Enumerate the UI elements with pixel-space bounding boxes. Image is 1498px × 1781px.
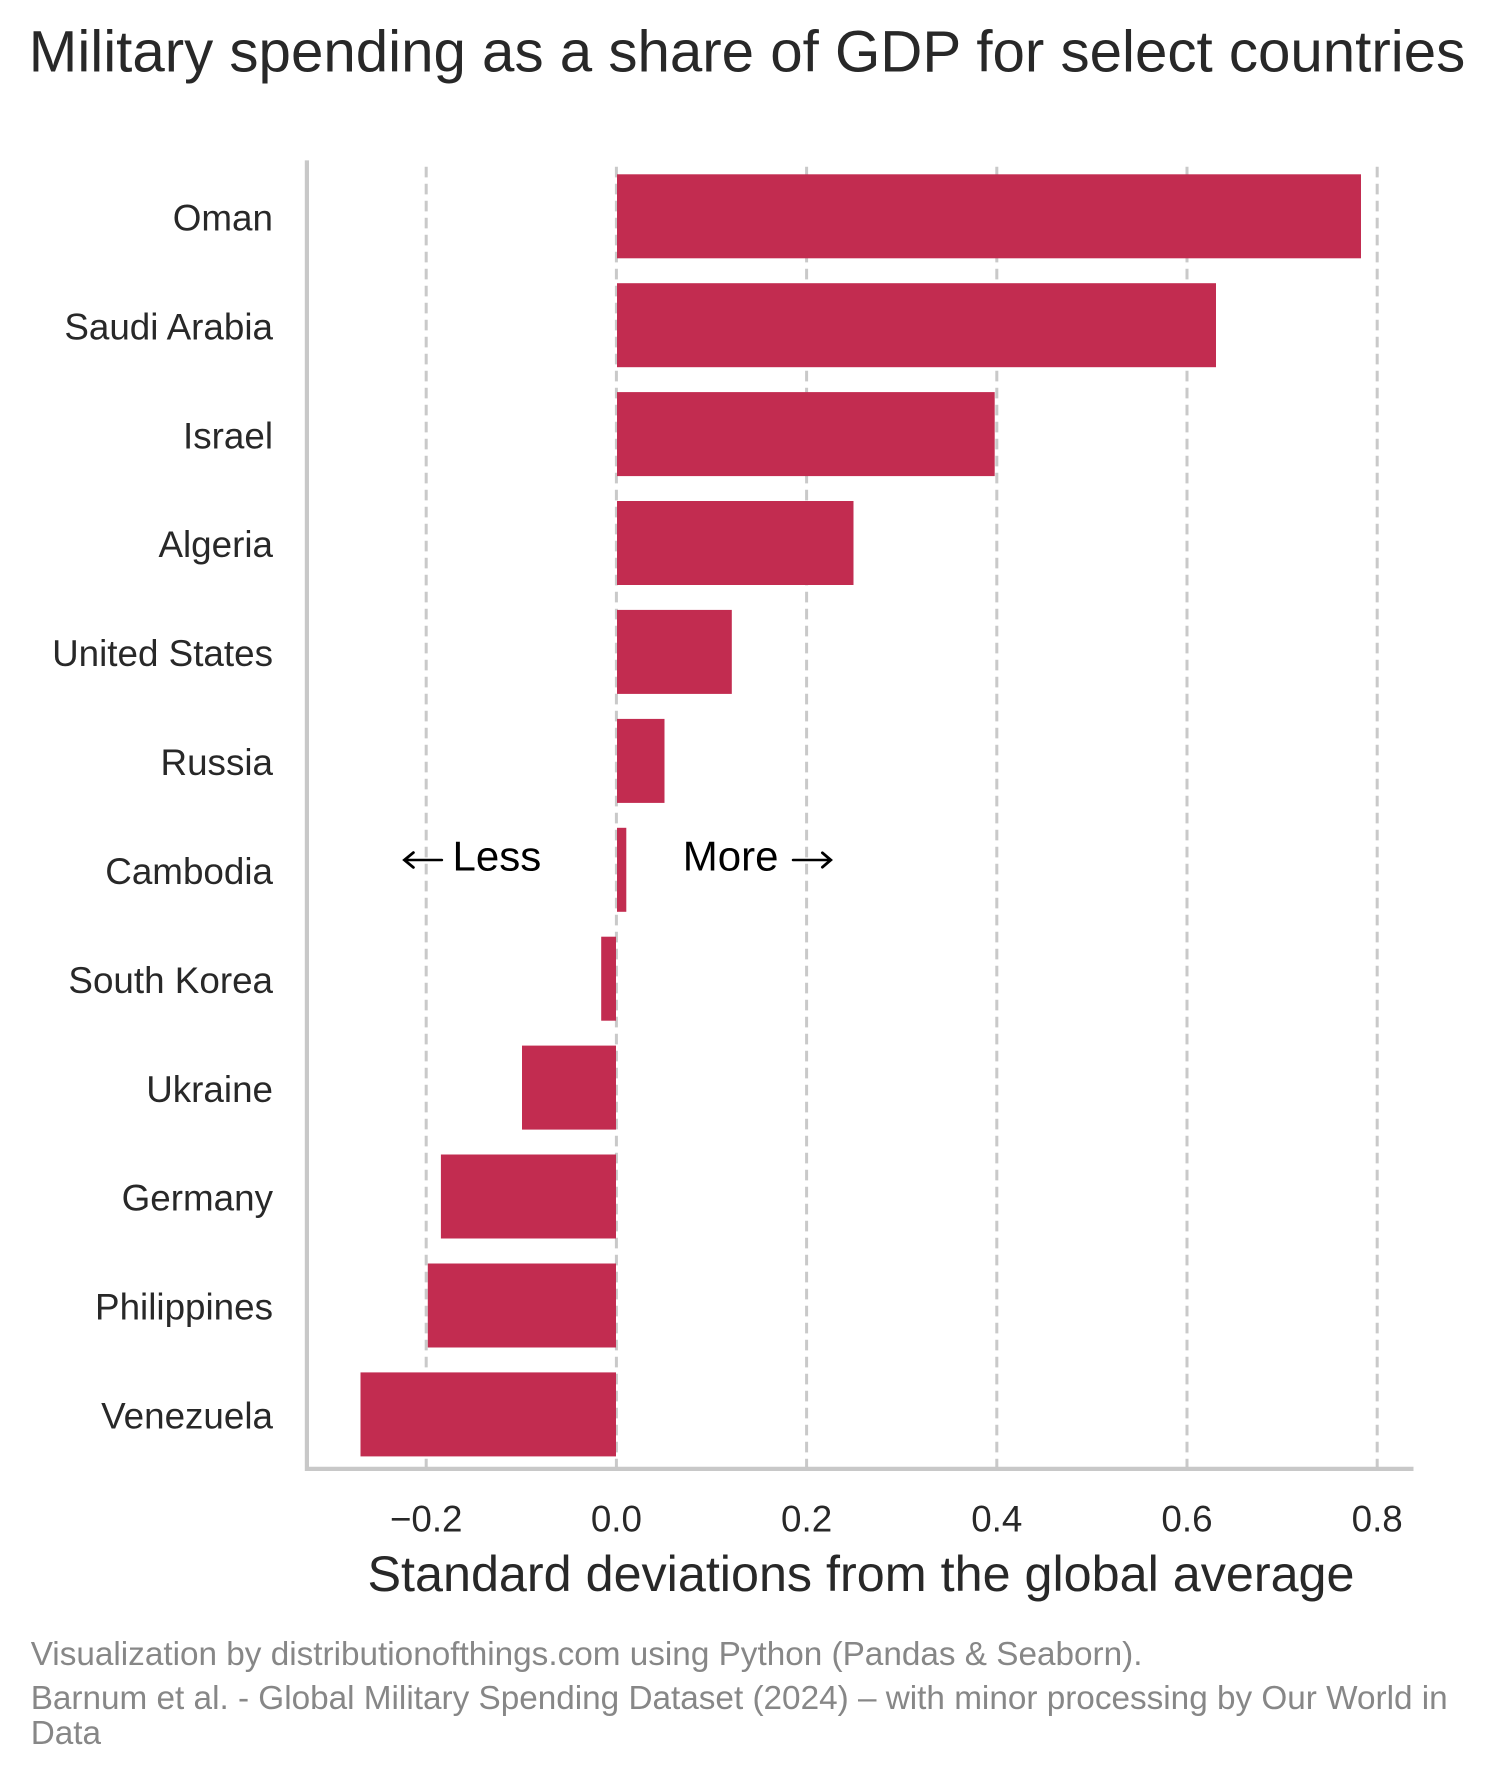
svg-text:Less: Less [453, 833, 542, 880]
svg-text:Saudi Arabia: Saudi Arabia [64, 306, 273, 347]
svg-text:Military spending as a share o: Military spending as a share of GDP for … [29, 20, 1465, 85]
svg-text:Germany: Germany [122, 1178, 274, 1219]
svg-text:United States: United States [52, 633, 273, 674]
svg-text:Algeria: Algeria [158, 524, 273, 565]
svg-text:More: More [683, 833, 779, 880]
svg-text:South Korea: South Korea [68, 960, 273, 1001]
svg-text:Israel: Israel [183, 415, 273, 456]
svg-text:Philippines: Philippines [95, 1287, 273, 1328]
svg-text:Oman: Oman [173, 198, 273, 239]
svg-text:Visualization by distributiono: Visualization by distributionofthings.co… [31, 1636, 1143, 1673]
svg-text:Venezuela: Venezuela [101, 1396, 273, 1437]
svg-text:Standard deviations from the g: Standard deviations from the global aver… [367, 1545, 1354, 1602]
svg-text:0.8: 0.8 [1352, 1498, 1403, 1539]
svg-text:Ukraine: Ukraine [146, 1069, 273, 1110]
svg-text:Barnum et al. - Global Militar: Barnum et al. - Global Military Spending… [31, 1680, 1448, 1717]
svg-text:Data: Data [31, 1715, 102, 1752]
svg-text:0.0: 0.0 [591, 1498, 642, 1539]
svg-text:Cambodia: Cambodia [105, 851, 273, 892]
svg-text:−0.2: −0.2 [390, 1498, 463, 1539]
svg-text:Russia: Russia [161, 742, 274, 783]
svg-text:0.6: 0.6 [1161, 1498, 1212, 1539]
svg-text:0.2: 0.2 [781, 1498, 832, 1539]
svg-text:0.4: 0.4 [971, 1498, 1022, 1539]
